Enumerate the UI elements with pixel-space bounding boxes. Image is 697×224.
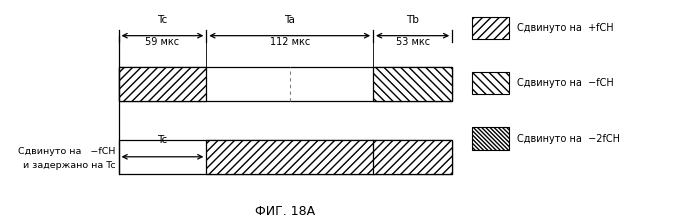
Text: Tc: Tc	[158, 135, 167, 145]
Text: и задержано на Tc: и задержано на Tc	[22, 161, 115, 170]
Bar	[472, 72, 509, 94]
Text: Сдвинуто на  −2fСН: Сдвинуто на −2fСН	[517, 134, 620, 144]
Bar	[206, 140, 452, 174]
Bar	[118, 140, 452, 174]
Bar	[118, 67, 206, 101]
Bar	[206, 140, 452, 174]
Bar	[472, 17, 509, 39]
Bar	[118, 67, 452, 101]
Text: ФИГ. 18А: ФИГ. 18А	[255, 205, 316, 218]
Text: 59 мкс: 59 мкс	[146, 37, 180, 47]
Text: 112 мкс: 112 мкс	[270, 37, 310, 47]
Text: Tc: Tc	[158, 15, 167, 25]
Bar	[373, 67, 452, 101]
Bar	[373, 67, 452, 101]
Text: Сдвинуто на   −fСН: Сдвинуто на −fСН	[18, 147, 115, 156]
Bar	[472, 127, 509, 150]
Text: Ta: Ta	[284, 15, 295, 25]
Text: Сдвинуто на  −fСН: Сдвинуто на −fСН	[517, 78, 613, 88]
Bar	[118, 67, 206, 101]
Text: Tb: Tb	[406, 15, 419, 25]
Text: Сдвинуто на  +fСН: Сдвинуто на +fСН	[517, 23, 613, 33]
Text: 53 мкс: 53 мкс	[395, 37, 429, 47]
